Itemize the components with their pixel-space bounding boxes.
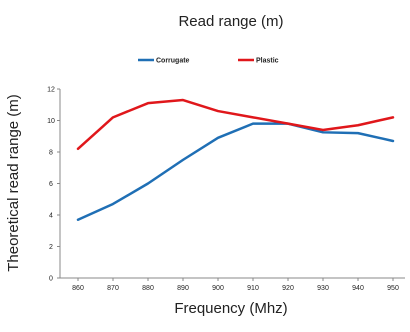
x-tick-label: 940 xyxy=(352,285,364,292)
series-lines xyxy=(76,98,395,221)
x-axis-ticks: 860 870 880 890 900 910 920 930 940 950 xyxy=(72,278,399,292)
y-axis-label: Theoretical read range (m) xyxy=(5,94,22,272)
x-axis-label: Frequency (Mhz) xyxy=(174,300,287,317)
x-tick-label: 930 xyxy=(317,285,329,292)
series-line-corrugate xyxy=(76,122,395,221)
legend: Corrugate Plastic xyxy=(138,58,279,65)
y-axis-ticks: 0 2 4 6 8 10 12 xyxy=(47,87,60,283)
x-tick-label: 920 xyxy=(282,285,294,292)
x-tick-label: 900 xyxy=(212,285,224,292)
chart-title: Read range (m) xyxy=(178,13,283,30)
legend-label-plastic: Plastic xyxy=(256,58,279,65)
x-tick-label: 880 xyxy=(142,285,154,292)
y-tick-label: 10 xyxy=(47,118,55,125)
x-tick-label: 890 xyxy=(177,285,189,292)
x-tick-label: 950 xyxy=(387,285,399,292)
y-tick-label: 6 xyxy=(49,181,53,188)
y-tick-label: 0 xyxy=(49,276,53,283)
series-line-plastic xyxy=(76,98,395,151)
x-tick-label: 910 xyxy=(247,285,259,292)
y-tick-label: 12 xyxy=(47,87,55,94)
x-tick-label: 860 xyxy=(72,285,84,292)
x-tick-label: 870 xyxy=(107,285,119,292)
y-tick-label: 2 xyxy=(49,244,53,251)
legend-label-corrugate: Corrugate xyxy=(156,58,190,65)
y-tick-label: 8 xyxy=(49,150,53,157)
y-tick-label: 4 xyxy=(49,213,53,220)
